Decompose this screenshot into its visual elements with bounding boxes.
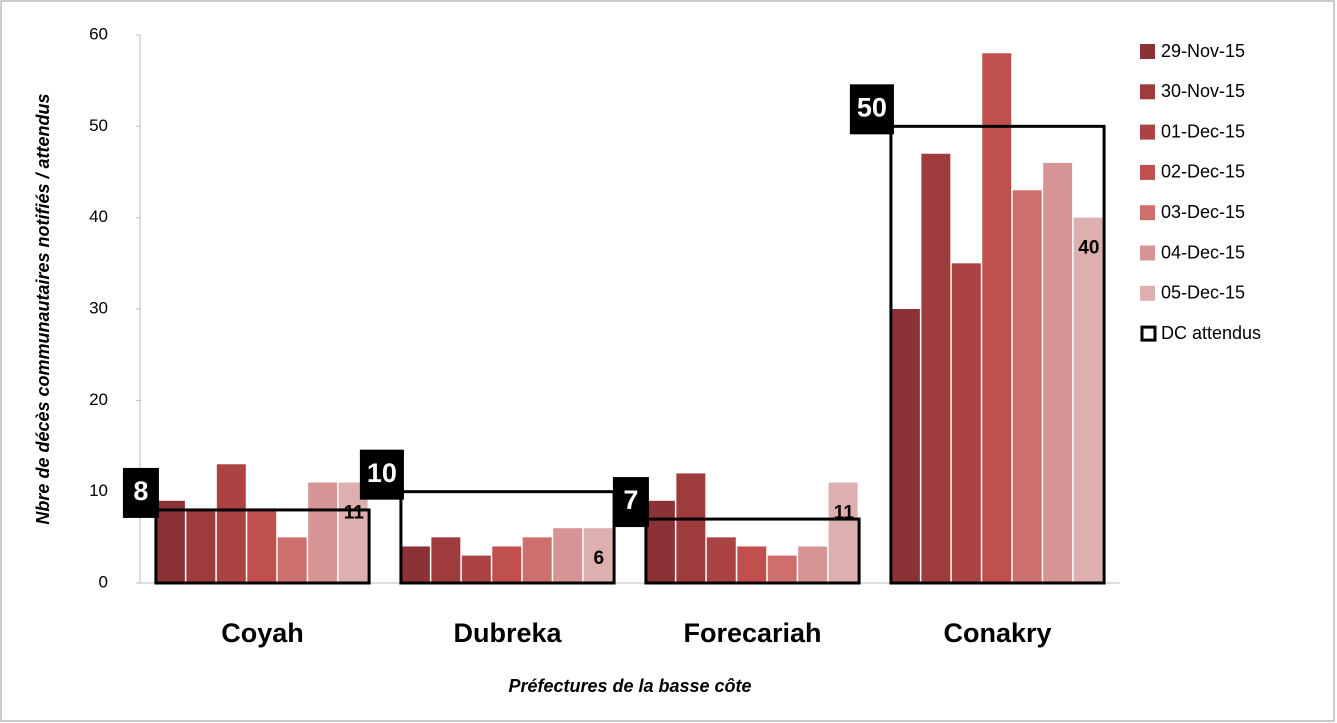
legend-swatch (1140, 325, 1157, 342)
legend-label: DC attendus (1161, 323, 1261, 343)
x-tick-label: Conakry (943, 618, 1051, 648)
y-tick-label: 0 (99, 572, 108, 591)
expected-label: 10 (367, 458, 397, 488)
legend-swatch (1140, 124, 1155, 140)
x-tick-label: Forecariah (683, 618, 821, 648)
bar (216, 464, 246, 583)
expected-label-bg (612, 477, 649, 528)
bar (308, 482, 338, 583)
expected-label-bg (849, 84, 894, 135)
bar (186, 509, 216, 583)
bar (1043, 162, 1073, 583)
bar (553, 528, 583, 583)
legend-swatch (1140, 164, 1155, 180)
y-tick-label: 50 (89, 116, 108, 135)
bar (461, 555, 491, 583)
value-label: 40 (1078, 238, 1099, 259)
bar (982, 53, 1012, 584)
bar (1073, 217, 1103, 583)
legend-label: 30-Nov-15 (1161, 81, 1245, 101)
expected-label-bg (359, 449, 404, 500)
bar (890, 309, 920, 583)
bar (583, 528, 613, 583)
bar (645, 500, 675, 583)
y-tick-label: 20 (89, 390, 108, 409)
legend-label: 29-Nov-15 (1161, 41, 1245, 61)
legend-swatch (1140, 84, 1155, 100)
expected-box (399, 490, 616, 585)
y-tick-label: 10 (89, 481, 108, 500)
bar (1012, 190, 1042, 583)
bar (492, 546, 522, 583)
bar (767, 555, 797, 583)
y-tick-label: 60 (89, 24, 108, 43)
legend-swatch (1140, 245, 1155, 261)
legend-swatch (1140, 205, 1155, 221)
expected-label: 7 (623, 485, 638, 515)
legend-label: 01-Dec-15 (1161, 121, 1245, 141)
bar (921, 153, 951, 583)
legend-label: 05-Dec-15 (1161, 283, 1245, 303)
bar (951, 263, 981, 583)
y-tick-label: 30 (89, 298, 108, 317)
bar (400, 546, 430, 583)
bar (522, 537, 552, 583)
bar (737, 546, 767, 583)
expected-box (889, 124, 1106, 585)
expected-label: 8 (133, 476, 148, 506)
legend-label: 03-Dec-15 (1161, 202, 1245, 222)
legend-label: 02-Dec-15 (1161, 162, 1245, 182)
x-tick-label: Dubreka (453, 618, 562, 648)
bar (247, 509, 277, 583)
expected-label: 50 (857, 92, 887, 122)
x-axis-title: Préfectures de la basse côte (508, 676, 751, 696)
y-axis-title: Nbre de décès communautaires notifiés / … (33, 93, 53, 524)
bar (706, 537, 736, 583)
legend-swatch (1140, 285, 1155, 301)
expected-box (644, 517, 861, 585)
value-label: 6 (594, 548, 605, 569)
value-label: 11 (344, 503, 365, 524)
expected-box (154, 508, 371, 585)
bar (155, 500, 185, 583)
bar (828, 482, 858, 583)
bar (431, 537, 461, 583)
legend-label: 04-Dec-15 (1161, 242, 1245, 262)
bar (798, 546, 828, 583)
expected-label-bg (122, 467, 159, 518)
bar (676, 473, 706, 583)
bar (277, 537, 307, 583)
x-tick-label: Coyah (221, 618, 304, 648)
y-tick-label: 40 (89, 207, 108, 226)
legend-swatch (1140, 44, 1155, 59)
